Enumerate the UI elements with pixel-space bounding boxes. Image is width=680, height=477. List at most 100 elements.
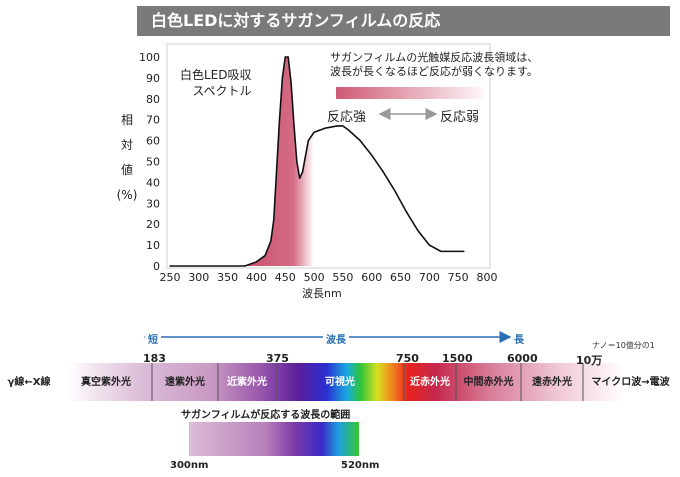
data-point [169,265,171,267]
arrow-label-long: 長 [514,335,524,346]
y-tick-label: 50 [146,156,160,169]
y-tick-label: 0 [153,260,160,273]
data-point [325,127,327,129]
y-tick-label: 60 [146,135,160,148]
y-tick-label: 10 [146,239,160,252]
y-axis-label-line: 対 [120,138,133,152]
curve-label-line: 白色LED吸収 [180,68,252,82]
segment-far-ir: 遠赤外光 [532,376,572,388]
annotation-line: サガンフィルムの光触媒反応波長領域は、 [330,51,539,64]
x-tick-label: 550 [332,271,353,284]
y-axis-label: 相 対 値 (%) [116,108,138,208]
segment-far-uv: 遠紫外光 [165,376,205,388]
series-line-layer [169,56,465,267]
annotation-text: サガンフィルムの光触媒反応波長領域は、 波長が長くなるほど反応が弱くなります。 [330,51,538,79]
data-point [463,250,465,252]
y-tick-label: 90 [146,72,160,85]
x-tick-label: 700 [419,271,440,284]
data-point [342,125,344,127]
data-point [307,140,309,142]
curve-shaded-area [244,57,315,266]
segment-vacuum-uv: 真空紫外光 [81,376,131,388]
response-range-title: サガンフィルムが反応する波長の範囲 [181,410,351,421]
data-point [290,81,292,83]
y-tick-label: 40 [146,176,160,189]
y-axis-label-line: 相 [120,113,133,127]
data-point [264,254,266,257]
data-point [313,131,315,133]
marker-183: 183 [143,352,166,365]
y-tick-label: 20 [146,218,160,231]
data-point [281,77,283,79]
y-tick-label: 100 [139,51,160,64]
segment-microwave-radio: マイクロ波→電波 [591,376,670,388]
data-point [394,190,396,192]
response-range-end: 520nm [341,460,380,471]
data-point [299,177,301,179]
data-point [255,261,258,263]
x-tick-label: 400 [246,271,267,284]
data-point [293,123,295,125]
chart-title-banner: 白色LEDに対するサガンフィルムの反応 [137,6,670,36]
spectrum-bar [0,363,680,401]
annotation-line: 波長が長くなるほど反応が弱くなります。 [330,65,538,78]
marker-1500: 1500 [442,352,473,365]
shaded-area-layer [244,57,315,266]
plot-frame [166,43,491,269]
y-tick-label: 70 [146,114,160,127]
x-tick-label: 500 [304,271,325,284]
label-strong: 反応強 [327,110,367,125]
x-tick-label: 650 [390,271,411,284]
segment-near-uv: 近紫外光 [227,376,267,388]
x-tick-label: 250 [160,271,181,284]
data-point [348,129,350,131]
curve-label-line: スペクトル [192,84,252,98]
y-axis-label-line: 値 [120,163,133,177]
x-axis-label: 波長nm [302,287,342,300]
tick-layer: 250 300 350 400 450 500 550 600 650 700 750 800 0 10 2… [139,51,498,284]
data-point [278,119,281,121]
marker-750: 750 [396,352,419,365]
arrow-label-wavelength: 波長 [323,331,349,346]
response-range-bar [189,422,359,456]
y-axis-label-line: (%) [116,188,138,202]
data-point [301,171,304,173]
y-tick-label: 80 [146,93,160,106]
x-tick-label: 800 [477,271,498,284]
response-range-start: 300nm [170,460,209,471]
data-point [336,125,338,127]
data-point [451,250,454,252]
y-tick-label: 30 [146,197,160,210]
data-point [359,140,361,142]
arrow-label-short: 短 [145,331,161,346]
data-point [270,240,272,242]
data-point [273,219,275,221]
x-tick-label: 450 [275,271,296,284]
segment-visible: 可視光 [325,376,355,388]
data-point [287,56,289,58]
data-point [405,211,407,213]
segment-near-ir: 近赤外光 [410,376,450,388]
data-point [244,265,246,267]
x-tick-label: 600 [361,271,382,284]
segment-gamma-xray: γ線←X線 [7,376,51,388]
reaction-gradient-bar [336,87,484,99]
segment-mid-ir: 中間赤外光 [463,376,514,388]
marker-375: 375 [266,352,289,365]
marker-6000: 6000 [507,352,538,365]
x-tick-label: 750 [448,271,469,284]
data-point [382,171,384,173]
label-weak: 反応弱 [440,110,480,125]
data-point [417,229,419,232]
x-tick-label: 300 [188,271,209,284]
data-point [296,160,298,163]
unit-note: ナノ＝10億分の1 [592,341,655,350]
data-point [428,244,430,246]
curve-label: 白色LED吸収 スペクトル [180,67,252,99]
data-point [371,154,373,156]
x-tick-label: 350 [217,271,238,284]
data-point [284,56,286,58]
marker-100k: 10万 [576,354,603,367]
data-point [440,250,442,252]
